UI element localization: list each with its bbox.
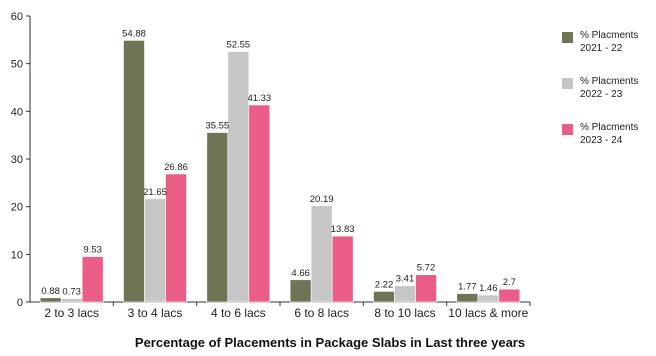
y-tick-label: 0 (17, 297, 23, 309)
data-label: 41.33 (247, 93, 271, 104)
bar (165, 173, 187, 303)
legend-swatch (562, 78, 573, 89)
data-label: 2.7 (503, 277, 516, 288)
bar (60, 298, 83, 303)
data-label: 2.22 (375, 279, 394, 290)
data-label: 26.86 (164, 162, 188, 173)
y-tick-label: 40 (11, 106, 23, 118)
bar (227, 51, 250, 303)
data-label: 5.72 (417, 263, 436, 274)
legend-swatch (562, 124, 573, 135)
chart-title: Percentage of Placements in Package Slab… (135, 335, 525, 350)
bar (81, 256, 104, 303)
y-tick-label: 60 (11, 11, 23, 23)
legend-label: 2022 - 23 (580, 89, 623, 100)
bar (331, 235, 354, 303)
legend-label: 2021 - 22 (580, 43, 623, 54)
data-label: 35.55 (205, 121, 229, 132)
y-tick-label: 30 (11, 154, 23, 166)
bar (248, 104, 271, 303)
bar (373, 291, 395, 303)
data-label: 9.53 (83, 245, 102, 256)
x-tick-label: 2 to 3 lacs (44, 306, 99, 320)
data-label: 0.73 (62, 287, 81, 298)
data-label: 1.77 (458, 282, 477, 293)
legend-label: % Placments (580, 122, 638, 133)
data-label: 3.41 (396, 274, 415, 285)
data-label: 0.88 (41, 286, 60, 297)
data-label: 54.88 (122, 28, 146, 39)
bar (498, 288, 521, 303)
x-tick-label: 6 to 8 lacs (294, 306, 349, 320)
legend-swatch (562, 32, 573, 43)
bar (394, 285, 416, 303)
data-label: 21.65 (143, 187, 167, 198)
x-tick-label: 10 lacs & more (448, 306, 528, 320)
data-label: 52.55 (226, 40, 250, 51)
legend: % Placments 2021 - 22 % Placments 2022 - 23… (562, 30, 638, 146)
x-tick-label: 4 to 6 lacs (211, 306, 266, 320)
bar (310, 205, 333, 303)
bar (289, 279, 312, 303)
data-labels: 0.88 0.73 9.53 54.88 21.65 26.86 35.55 52.55 41.… (41, 28, 516, 297)
y-tick-label: 20 (11, 202, 23, 214)
bar (144, 198, 166, 303)
bar (123, 40, 145, 303)
y-tick-label: 10 (11, 249, 23, 261)
data-label: 1.46 (479, 283, 498, 294)
bars (39, 40, 521, 303)
bar (415, 274, 437, 303)
x-tick-label: 3 to 4 lacs (128, 306, 183, 320)
x-tick-label: 8 to 10 lacs (374, 306, 435, 320)
legend-label: 2023 - 24 (580, 135, 623, 146)
bar (456, 293, 479, 303)
bar (39, 297, 62, 303)
data-label: 4.66 (291, 268, 310, 279)
bar (206, 132, 229, 303)
data-label: 20.19 (310, 194, 334, 205)
axes: 0 10 20 30 40 50 60 2 to 3 lacs 3 to 4 lacs 4 to … (11, 11, 531, 320)
y-tick-label: 50 (11, 59, 23, 71)
legend-label: % Placments (580, 30, 638, 41)
bar (477, 294, 500, 303)
data-label: 13.83 (331, 224, 355, 235)
legend-label: % Placments (580, 76, 638, 87)
